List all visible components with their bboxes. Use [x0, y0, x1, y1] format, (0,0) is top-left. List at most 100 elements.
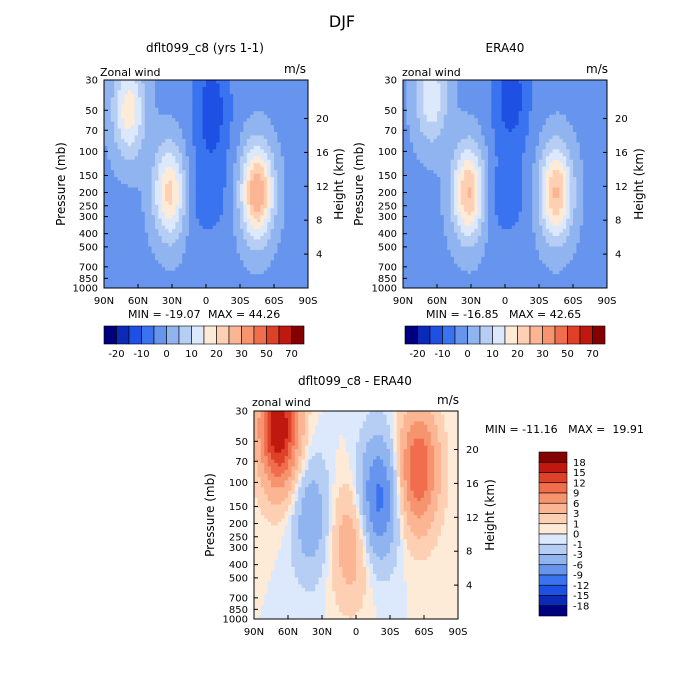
panel-model-cell	[229, 253, 234, 258]
panel-era40-left-string: zonal wind	[402, 66, 461, 79]
panel-era40-cell	[437, 249, 441, 254]
panel-era40-cell	[474, 145, 479, 150]
panel-model-cell	[124, 107, 129, 112]
panel-model-cell	[280, 173, 285, 178]
panel-model-cell	[206, 135, 210, 140]
panel-era40-cell	[433, 97, 438, 102]
panel-era40-cell	[430, 184, 435, 188]
panel-model-cell	[304, 166, 309, 171]
panel-era40-cell	[433, 204, 438, 209]
panel-model-cell	[267, 128, 272, 133]
panel-model-cell	[270, 242, 275, 247]
panel-model-cell	[243, 90, 248, 95]
panel-model-cell	[250, 256, 255, 261]
panel-model-cell	[297, 211, 302, 216]
panel-model-cell	[138, 190, 142, 195]
panel-model-cell	[114, 184, 119, 188]
panel-era40-cell	[437, 236, 441, 240]
panel-model-cell	[291, 184, 295, 188]
panel-model-cell	[192, 232, 197, 237]
panel-model-cell	[284, 184, 289, 188]
panel-era40-cell	[460, 170, 465, 175]
panel-model-cell	[104, 256, 108, 261]
panel-model-cell	[226, 184, 231, 188]
panel-model-cell	[212, 284, 217, 289]
panel-model-cell	[267, 118, 272, 123]
panel-model-cell	[151, 239, 156, 244]
panel-era40-cell	[420, 274, 424, 279]
panel-model-cell	[216, 225, 221, 230]
panel-model-cell	[212, 177, 217, 182]
panel-model-cell	[155, 232, 159, 237]
panel-model-cell	[280, 121, 285, 126]
panel-model-cell	[291, 236, 295, 240]
panel-model-cell	[131, 260, 136, 265]
panel-model-title: dflt099_c8 (yrs 1-1)	[146, 41, 264, 55]
panel-model-cell	[161, 236, 166, 240]
panel-model-cell	[144, 180, 149, 185]
panel-model-cell	[199, 177, 204, 182]
panel-model-cell	[121, 152, 125, 157]
panel-model-cell	[226, 177, 231, 182]
panel-model-cell	[209, 163, 214, 168]
panel-model-cell	[246, 125, 251, 130]
panel-era40-cell	[413, 170, 418, 175]
panel-era40-cell	[423, 239, 428, 244]
panel-era40-cell	[426, 242, 431, 247]
panel-model-cell	[223, 138, 227, 143]
panel-model-cell	[124, 246, 129, 251]
panel-era40-cell	[409, 184, 414, 188]
panel-era40-cell	[416, 184, 421, 188]
panel-era40-cell	[416, 173, 421, 178]
panel-model-cell	[226, 80, 231, 84]
panel-era40-cell	[416, 159, 421, 164]
panel-model-cell	[240, 163, 244, 168]
panel-era40-cell	[454, 128, 458, 133]
panel-model-cell	[291, 246, 295, 251]
panel-era40-cell	[409, 149, 414, 154]
panel-model-xtick-label: 30S	[230, 296, 249, 307]
panel-era40-cell	[454, 190, 458, 195]
panel-model-cell	[127, 229, 132, 234]
panel-model-cell	[199, 239, 204, 244]
panel-era40-cell	[420, 197, 424, 202]
panel-era40-cell	[433, 83, 438, 88]
panel-era40-cell	[450, 256, 455, 261]
panel-model-cell	[233, 170, 238, 175]
panel-model-cell	[257, 194, 261, 199]
panel-era40-cell	[413, 177, 418, 182]
panel-era40-cell	[447, 152, 452, 157]
panel-model-cell	[267, 100, 272, 105]
panel-model-cell	[155, 201, 159, 206]
panel-model-cell	[206, 249, 210, 254]
panel-era40-cell	[440, 253, 445, 258]
panel-model-ytick-label: 30	[85, 76, 98, 87]
panel-model-cell	[178, 107, 183, 112]
panel-era40-cell	[460, 80, 465, 84]
panel-model-cell	[250, 177, 255, 182]
panel-model-cell	[274, 163, 278, 168]
panel-model-cell	[284, 242, 289, 247]
panel-model-cell	[216, 249, 221, 254]
panel-model-cell	[110, 170, 115, 175]
panel-model-cell	[192, 277, 197, 282]
panel-model-cell	[301, 253, 306, 258]
panel-model-cell	[291, 277, 295, 282]
panel-model-cell	[280, 246, 285, 251]
panel-model-cell	[114, 260, 119, 265]
panel-era40-cell	[467, 170, 472, 175]
panel-era40-cell	[457, 114, 462, 119]
panel-model-cell	[294, 107, 299, 112]
panel-model-cell	[243, 190, 248, 195]
panel-model-cell	[229, 236, 234, 240]
panel-era40-cell	[423, 97, 428, 102]
panel-era40-cell	[440, 249, 445, 254]
panel-era40-cell	[426, 97, 431, 102]
panel-model-field	[104, 80, 309, 289]
panel-model-cell	[141, 284, 146, 289]
panel-model-cell	[253, 242, 258, 247]
panel-model-cell	[141, 145, 146, 150]
panel-era40-cell	[450, 184, 455, 188]
panel-model-cell	[202, 194, 207, 199]
panel-model-cell	[165, 177, 170, 182]
